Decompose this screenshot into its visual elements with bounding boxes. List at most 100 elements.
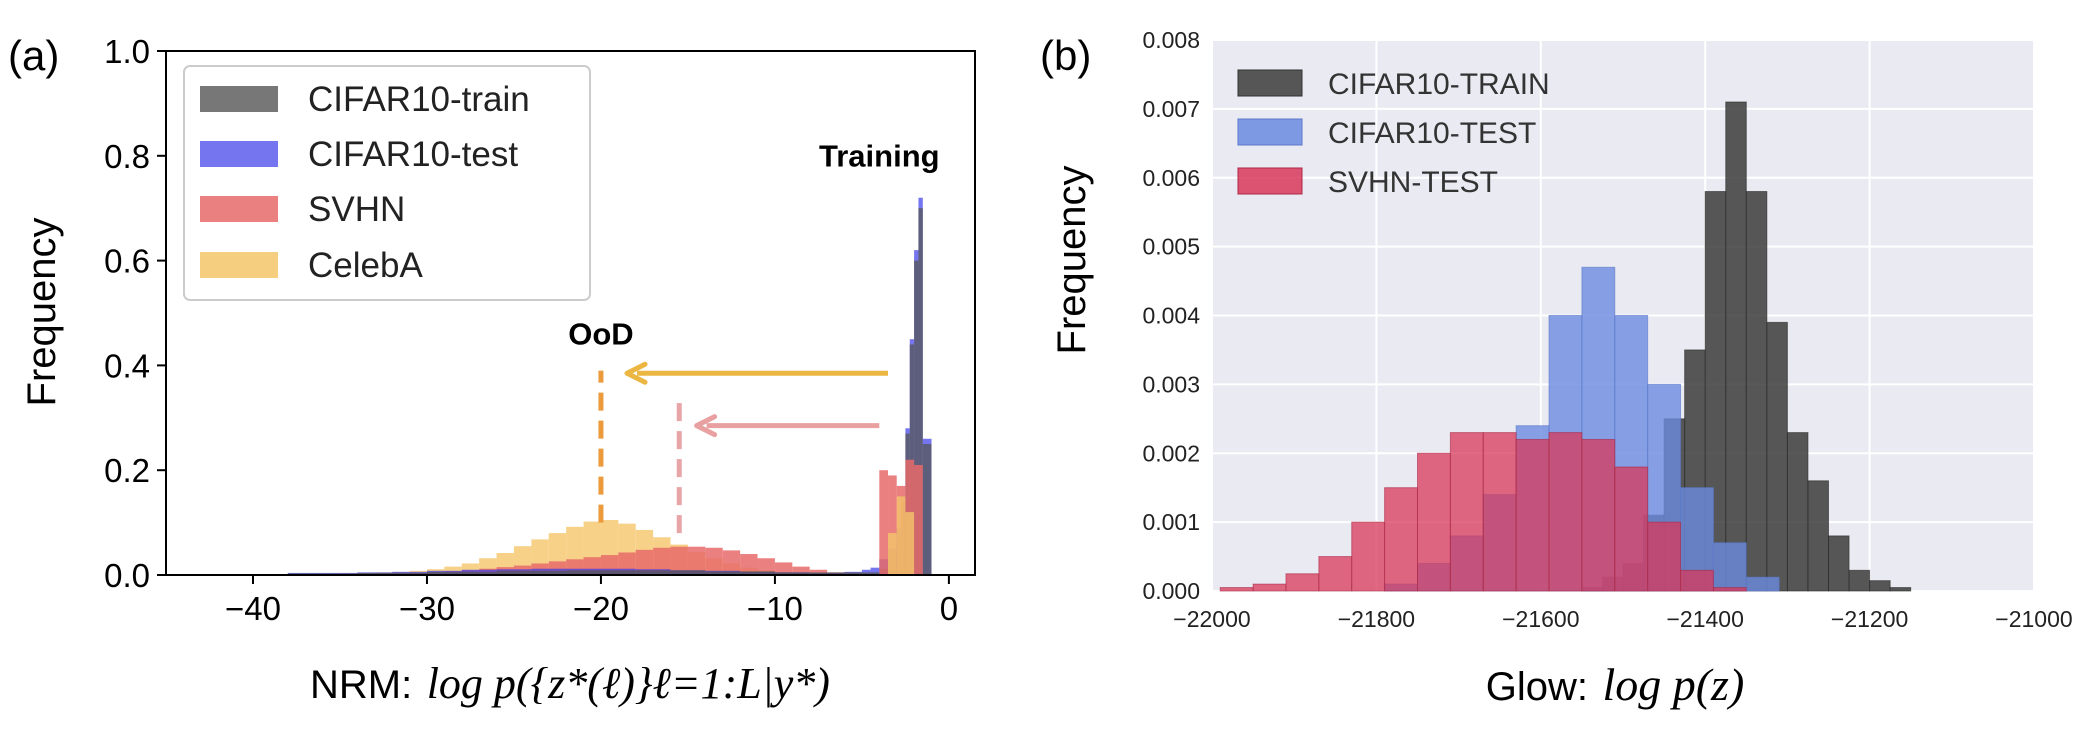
chart-b-legend: CIFAR10-TRAIN CIFAR10-TEST SVHN-TEST xyxy=(1237,68,1550,199)
chart-a-frame xyxy=(165,50,976,576)
x-tick-label-b: −21800 xyxy=(1338,606,1415,632)
legend-swatch-glow-test xyxy=(1237,118,1303,146)
bar-b-cifar10-train xyxy=(1889,587,1912,592)
y-tick-label-b: 0.003 xyxy=(1142,371,1200,397)
bar-a-svhn xyxy=(757,558,775,575)
bar-a-cifar10-train xyxy=(922,444,932,575)
legend-label-svhn: SVHN xyxy=(308,190,405,229)
bar-a-cifar10-train xyxy=(774,572,845,575)
chart-b-xlabel-prefix: Glow: xyxy=(1486,665,1588,709)
bar-b-svhn-test xyxy=(1449,432,1484,592)
x-tick-label-a: −30 xyxy=(399,590,455,627)
chart-a-legend: CIFAR10-train CIFAR10-test SVHN CelebA xyxy=(183,65,591,301)
bar-b-cifar10-train xyxy=(1745,191,1768,592)
bar-a-celeba xyxy=(461,563,480,575)
legend-swatch-svhn xyxy=(200,196,278,222)
y-tick-label-b: 0.008 xyxy=(1142,27,1200,53)
bar-a-svhn xyxy=(774,562,793,575)
chart-b: −22000 −21800 −21600 −21400 −21200 −21000 0.00… xyxy=(1050,27,2073,710)
bar-a-celeba-peak xyxy=(905,512,915,575)
panel-label-b: (b) xyxy=(1040,32,1091,79)
chart-a-legend-box xyxy=(183,65,591,301)
legend-label-glow-svhn: SVHN-TEST xyxy=(1328,166,1498,199)
x-tick-label-b: −21400 xyxy=(1667,606,1744,632)
shift-arrowhead-celeba xyxy=(624,361,648,385)
y-tick-label-a: 0.6 xyxy=(104,243,150,280)
y-tick-label-a: 1.0 xyxy=(104,33,150,70)
bar-b-cifar10-train xyxy=(1786,432,1809,592)
x-tick-label-a: −20 xyxy=(573,590,629,627)
legend-swatch-celeba xyxy=(200,252,278,278)
bar-a-cifar10-train xyxy=(357,572,427,575)
bar-a-cifar10-test xyxy=(870,567,880,575)
legend-label-cifar10-train: CIFAR10-train xyxy=(308,80,530,119)
chart-b-ticks: −22000 −21800 −21600 −21400 −21200 −21000 0.00… xyxy=(1142,27,2072,632)
chart-a-annotations: Training OoD xyxy=(568,138,940,534)
chart-b-bars xyxy=(1219,101,1912,592)
legend-swatch-cifar10-train xyxy=(200,86,278,112)
legend-label-celeba: CelebA xyxy=(308,246,423,285)
bar-b-svhn-test xyxy=(1219,587,1254,592)
bar-a-cifar10-train xyxy=(426,571,497,575)
bar-b-cifar10-test xyxy=(1712,542,1747,592)
bar-a-cifar10-train xyxy=(635,570,706,575)
legend-label-cifar10-test: CIFAR10-test xyxy=(308,135,518,174)
bar-b-svhn-test xyxy=(1252,583,1287,592)
panel-label-a: (a) xyxy=(8,32,59,79)
x-tick-label-b: −22000 xyxy=(1173,606,1250,632)
y-tick-label-b: 0.001 xyxy=(1142,509,1200,535)
chart-a-xlabel: NRM: log p({z*(ℓ)}ℓ=1:L|y*) xyxy=(310,659,830,708)
bar-a-svhn xyxy=(635,549,654,575)
chart-a-ticks: −40 −30 −20 −10 0 0.0 0.2 0.4 0.6 0.8 1.0 xyxy=(104,33,958,627)
legend-swatch-glow-train xyxy=(1237,69,1303,97)
legend-label-glow-test: CIFAR10-TEST xyxy=(1328,117,1536,150)
bar-a-cifar10-train xyxy=(566,570,636,575)
y-tick-label-b: 0.004 xyxy=(1142,303,1200,329)
bar-b-cifar10-train xyxy=(1848,569,1871,592)
annotation-ood: OoD xyxy=(568,316,633,351)
bar-b-cifar10-train xyxy=(1828,535,1850,592)
chart-a: Training OoD −40 −30 −20 −10 0 0.0 0.2 0.4 0.6 0.8… xyxy=(20,33,976,708)
annotation-training: Training xyxy=(819,138,940,173)
bar-b-svhn-test xyxy=(1384,487,1418,592)
bar-b-svhn-test xyxy=(1614,466,1649,592)
bar-b-svhn-test xyxy=(1318,556,1353,592)
bar-a-svhn-peak xyxy=(914,464,923,575)
bar-a-cifar10-train xyxy=(705,571,775,575)
y-tick-label-a: 0.2 xyxy=(104,452,150,489)
legend-label-glow-train: CIFAR10-TRAIN xyxy=(1328,68,1550,101)
bar-b-svhn-test xyxy=(1548,432,1583,592)
bar-b-svhn-test xyxy=(1515,438,1550,592)
bar-b-svhn-test xyxy=(1482,432,1517,592)
bar-b-cifar10-test xyxy=(1745,576,1780,592)
bar-a-svhn xyxy=(687,546,706,575)
y-tick-label-b: 0.000 xyxy=(1142,578,1200,604)
chart-b-ylabel: Frequency xyxy=(1050,166,1094,355)
bar-a-cifar10-train xyxy=(844,572,880,575)
bar-a-cifar10-train xyxy=(918,208,923,575)
x-tick-label-a: −40 xyxy=(225,590,281,627)
bar-a-svhn-peak xyxy=(879,470,889,575)
bar-b-svhn-test xyxy=(1417,452,1451,592)
bar-a-celeba-peak xyxy=(896,496,906,575)
bar-a-svhn xyxy=(792,566,810,575)
bar-a-celeba-peak xyxy=(888,533,897,575)
chart-a-xlabel-prefix: NRM: xyxy=(310,663,412,707)
y-tick-label-b: 0.005 xyxy=(1142,234,1200,260)
bar-a-cifar10-train xyxy=(914,260,919,575)
bar-b-svhn-test xyxy=(1712,587,1747,592)
bar-b-cifar10-train xyxy=(1725,101,1747,592)
bar-a-cifar10-train xyxy=(496,570,567,575)
bar-a-svhn xyxy=(670,546,688,575)
y-tick-label-b: 0.002 xyxy=(1142,440,1200,466)
x-tick-label-b: −21200 xyxy=(1831,606,1908,632)
x-tick-label-a: −10 xyxy=(747,590,803,627)
y-tick-label-a: 0.4 xyxy=(104,347,150,384)
bar-a-svhn-peak xyxy=(888,475,897,575)
bar-a-svhn xyxy=(653,547,671,575)
chart-a-xlabel-math: log p({z*(ℓ)}ℓ=1:L|y*) xyxy=(427,659,830,708)
legend-swatch-glow-svhn xyxy=(1237,167,1303,195)
shift-arrowhead-svhn xyxy=(694,414,718,438)
bar-b-cifar10-train xyxy=(1807,480,1829,592)
